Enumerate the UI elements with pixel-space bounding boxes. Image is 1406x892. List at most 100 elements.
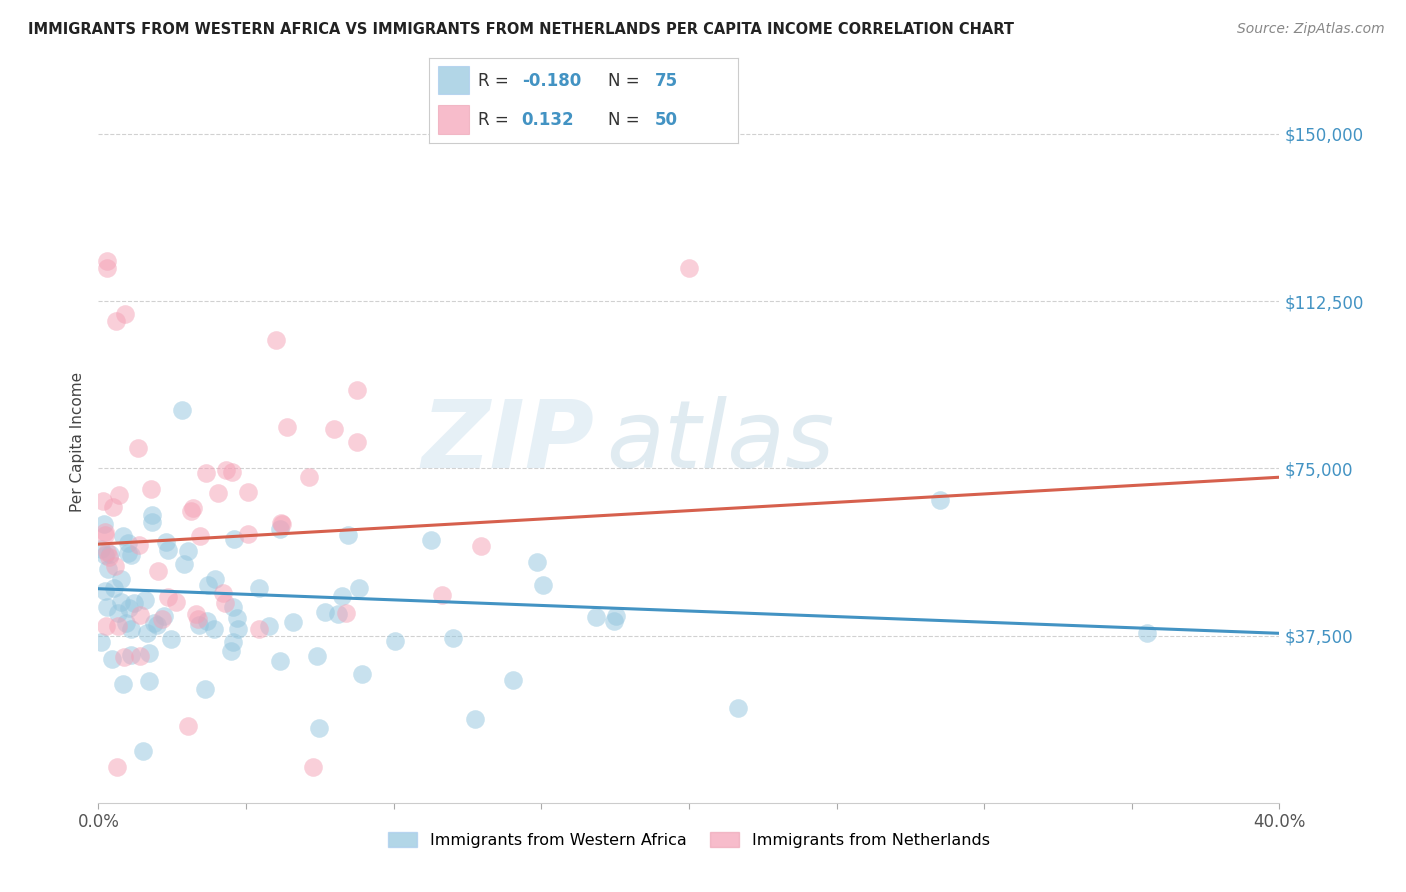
Point xyxy=(197,578,219,592)
Point xyxy=(214,463,236,477)
Point xyxy=(222,600,245,615)
Point xyxy=(96,600,118,615)
Point xyxy=(271,516,294,531)
Point xyxy=(96,260,118,275)
Point xyxy=(531,578,554,592)
Bar xyxy=(439,66,470,95)
Point xyxy=(352,667,374,681)
Point xyxy=(173,558,195,572)
Point xyxy=(187,612,209,626)
Point xyxy=(323,421,346,435)
Point xyxy=(112,677,135,691)
Text: atlas: atlas xyxy=(606,396,835,487)
Text: R =: R = xyxy=(478,111,520,128)
Point xyxy=(110,594,132,608)
Point xyxy=(177,719,200,733)
Point xyxy=(117,546,139,560)
Point xyxy=(127,441,149,455)
Point xyxy=(302,760,325,774)
Point xyxy=(221,465,243,479)
Point xyxy=(90,635,112,649)
Point xyxy=(441,632,464,646)
Point xyxy=(308,721,330,735)
Point xyxy=(326,607,349,621)
Point xyxy=(247,622,270,636)
Point xyxy=(224,532,246,546)
Point xyxy=(270,516,292,530)
Point xyxy=(103,581,125,595)
Text: Source: ZipAtlas.com: Source: ZipAtlas.com xyxy=(1237,22,1385,37)
Point xyxy=(93,517,115,532)
Point xyxy=(269,522,291,536)
Point xyxy=(152,612,174,626)
Point xyxy=(526,555,548,569)
Point xyxy=(247,581,270,595)
Point xyxy=(129,608,152,623)
Point xyxy=(678,260,700,275)
Point xyxy=(204,572,226,586)
Point xyxy=(603,614,626,628)
Text: -0.180: -0.180 xyxy=(522,72,581,90)
Point xyxy=(94,584,117,599)
Point xyxy=(298,469,321,483)
Point xyxy=(177,544,200,558)
Point xyxy=(188,617,211,632)
Point xyxy=(128,648,150,663)
Point xyxy=(94,524,117,539)
Point xyxy=(142,615,165,630)
Point xyxy=(929,492,952,507)
Point xyxy=(120,648,142,663)
Point xyxy=(238,526,260,541)
Point xyxy=(141,508,163,522)
Point xyxy=(96,545,118,559)
Point xyxy=(138,646,160,660)
Point xyxy=(160,632,183,647)
Point xyxy=(105,314,128,328)
Point xyxy=(104,559,127,574)
Point xyxy=(138,674,160,689)
Point xyxy=(222,634,245,648)
Point xyxy=(1136,626,1159,640)
Point xyxy=(188,529,211,543)
Point xyxy=(152,609,174,624)
Point xyxy=(107,618,129,632)
Point xyxy=(226,622,249,636)
Point xyxy=(122,596,145,610)
Point xyxy=(214,596,236,610)
Point xyxy=(585,610,607,624)
Point xyxy=(314,605,336,619)
Legend: Immigrants from Western Africa, Immigrants from Netherlands: Immigrants from Western Africa, Immigran… xyxy=(380,824,998,856)
Point xyxy=(156,590,179,604)
Point xyxy=(131,744,153,758)
Point xyxy=(269,654,291,668)
Point xyxy=(108,488,131,502)
Point xyxy=(195,614,218,628)
Point xyxy=(128,538,150,552)
Point xyxy=(93,528,115,542)
Point xyxy=(335,606,357,620)
Point xyxy=(145,618,167,632)
Point xyxy=(97,562,120,576)
Point xyxy=(134,592,156,607)
Point xyxy=(103,500,125,514)
Point xyxy=(347,581,370,595)
Point xyxy=(225,611,247,625)
Point xyxy=(94,548,117,562)
Text: 0.132: 0.132 xyxy=(522,111,574,128)
Point xyxy=(112,649,135,664)
Point xyxy=(114,307,136,321)
Point xyxy=(96,254,118,268)
Point xyxy=(276,419,298,434)
Point xyxy=(212,586,235,600)
Point xyxy=(110,572,132,586)
Point xyxy=(181,500,204,515)
Point xyxy=(727,700,749,714)
Point xyxy=(236,485,259,500)
Point xyxy=(117,536,139,550)
Point xyxy=(605,609,627,624)
Point xyxy=(464,712,486,726)
Point xyxy=(305,649,328,664)
Point xyxy=(207,486,229,500)
Point xyxy=(115,615,138,630)
Text: R =: R = xyxy=(478,72,515,90)
